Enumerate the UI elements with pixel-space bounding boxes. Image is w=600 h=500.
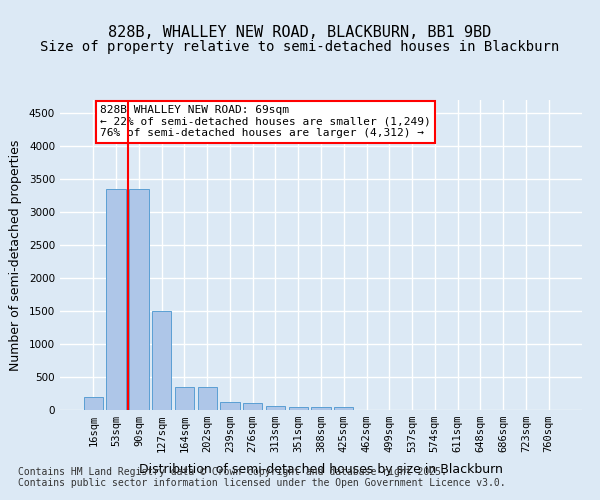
Bar (289, 408, 308, 410)
Bar (197, 387, 217, 410)
Text: Contains HM Land Registry data © Crown copyright and database right 2025.
Contai: Contains HM Land Registry data © Crown c… (18, 466, 506, 488)
Bar (106, 189, 126, 410)
Y-axis label: Number of semi-detached properties: Number of semi-detached properties (9, 140, 22, 370)
Bar (152, 311, 172, 410)
Bar (175, 387, 194, 410)
X-axis label: Distribution of semi-detached houses by size in Blackburn: Distribution of semi-detached houses by … (139, 464, 503, 476)
Text: 828B WHALLEY NEW ROAD: 69sqm
← 22% of semi-detached houses are smaller (1,249)
7: 828B WHALLEY NEW ROAD: 69sqm ← 22% of se… (100, 105, 431, 138)
Bar (266, 406, 285, 410)
Bar (334, 408, 353, 410)
Bar (311, 408, 331, 410)
Text: Size of property relative to semi-detached houses in Blackburn: Size of property relative to semi-detach… (40, 40, 560, 54)
Bar (84, 397, 103, 410)
Bar (129, 189, 149, 410)
Text: 828B, WHALLEY NEW ROAD, BLACKBURN, BB1 9BD: 828B, WHALLEY NEW ROAD, BLACKBURN, BB1 9… (109, 25, 491, 40)
Bar (220, 402, 239, 410)
Bar (243, 404, 262, 410)
